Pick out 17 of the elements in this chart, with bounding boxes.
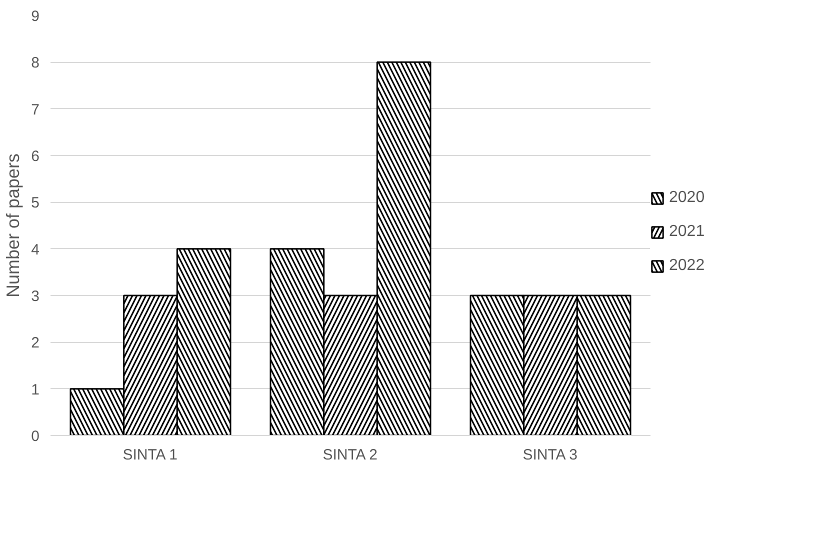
x-tick-label: SINTA 2 bbox=[322, 446, 378, 464]
y-tick-label: 7 bbox=[31, 101, 40, 118]
y-tick-label: 9 bbox=[31, 8, 40, 25]
y-tick-label: 3 bbox=[31, 288, 40, 305]
y-tick-label: 2 bbox=[31, 334, 40, 352]
y-tick-label: 8 bbox=[31, 54, 40, 72]
y-tick-label: 1 bbox=[31, 381, 40, 398]
y-tick-label: 4 bbox=[31, 241, 40, 258]
y-axis-title: Number of papers bbox=[3, 153, 24, 298]
legend-label: 2020 bbox=[669, 189, 705, 207]
y-tick-label: 0 bbox=[31, 428, 40, 445]
x-tick-label: SINTA 1 bbox=[122, 446, 178, 464]
legend-label: 2022 bbox=[669, 257, 705, 275]
y-tick-label: 6 bbox=[31, 148, 40, 165]
y-tick-label: 5 bbox=[31, 194, 40, 212]
legend-label: 2021 bbox=[669, 223, 705, 241]
x-tick-label: SINTA 3 bbox=[522, 446, 578, 464]
